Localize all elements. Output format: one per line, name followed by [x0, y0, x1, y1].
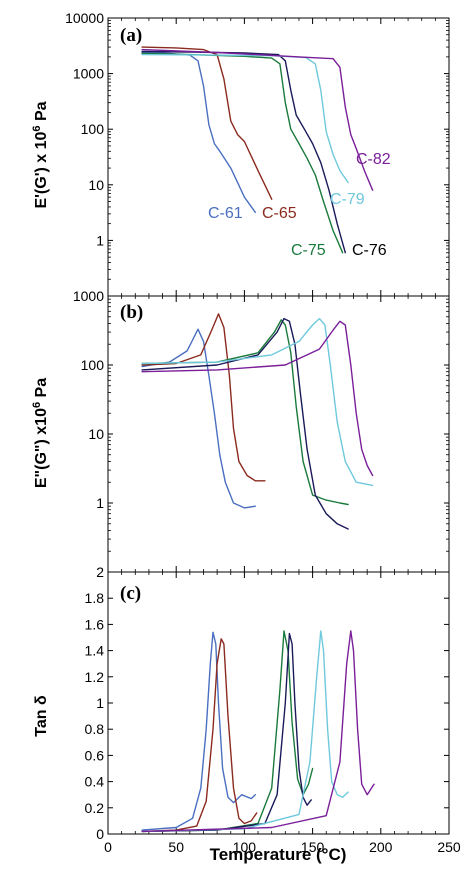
panel-a-series-c-65 [141, 46, 273, 200]
panel-b-series-c-79 [141, 317, 374, 487]
panel-c-tan-delta: Tan δ 0 0.2 0.4 0.6 0.8 1 1.2 1.4 1.6 1.8 2 (c) 0 5… [33, 564, 461, 864]
panel-b-curves [141, 313, 374, 530]
panel-b-axes: 1 10 100 1000 [73, 288, 450, 573]
panel-b-series-c-61 [141, 328, 256, 509]
panel-b-y-tick-label: 10 [88, 426, 104, 442]
panel-b-label: (b) [120, 302, 143, 323]
series-label-c65: C-65 [262, 205, 297, 222]
x-axis-label: Temperature (°C) [210, 845, 347, 864]
panel-c-series-c-76 [141, 632, 312, 833]
panel-a-series-c-75 [141, 52, 344, 254]
panel-c-y-tick-label: 1.6 [85, 616, 105, 632]
panel-a-y-tick-label: 1 [96, 232, 104, 248]
x-tick-label: 250 [437, 839, 461, 855]
panel-a-series-c-61 [141, 51, 256, 213]
panel-b-y-tick-label: 1000 [73, 288, 104, 304]
x-tick-label: 200 [369, 839, 393, 855]
panel-a-series-c-79 [141, 53, 349, 184]
series-label-c76: C-76 [352, 242, 387, 259]
series-label-c82: C-82 [356, 151, 391, 168]
panel-c-y-tick-label: 1.2 [85, 669, 105, 685]
series-label-c75: C-75 [291, 242, 326, 259]
panel-c-y-tick-label: 0.8 [85, 721, 105, 737]
panel-c-series-c-79 [141, 630, 349, 833]
panel-a-curves [141, 46, 374, 254]
panel-c-series-c-65 [141, 638, 258, 833]
panel-b-frame [107, 295, 450, 573]
x-tick-label: 150 [301, 839, 325, 855]
series-label-c79: C-79 [330, 191, 365, 208]
panel-b-series-c-65 [141, 313, 266, 482]
panel-a-y-tick-label: 10000 [65, 10, 104, 26]
panel-a-label: (a) [120, 25, 142, 46]
panel-c-y-tick-label: 1.4 [85, 643, 105, 659]
panel-c-y-tick-label: 1 [96, 695, 104, 711]
panel-c-series-c-61 [141, 631, 256, 831]
panel-a-series-c-76 [141, 50, 346, 254]
panel-c-y-tick-label: 1.8 [85, 590, 105, 606]
panel-b-y-axis-label: E"(G") x106 Pa [31, 378, 50, 488]
panel-a-series-c-82 [141, 48, 374, 191]
panel-c-y-tick-label: 0.2 [85, 800, 105, 816]
panel-b-series-c-82 [141, 320, 374, 477]
panel-b-y-tick-label: 1 [96, 495, 104, 511]
x-axis-ticks: 0 50 100 150 200 250 [104, 839, 461, 855]
panel-a-y-tick-label: 10 [88, 177, 104, 193]
panel-c-curves [141, 630, 375, 833]
panel-c-y-tick-label: 0 [96, 826, 104, 842]
panel-c-y-tick-label: 0.6 [85, 747, 105, 763]
panel-c-series-c-75 [141, 630, 314, 833]
panel-b-loss-modulus: E"(G") x106 Pa 1 10 100 1000 (b) [31, 288, 450, 573]
panel-c-series-c-82 [141, 630, 375, 833]
panel-c-axes: 0 0.2 0.4 0.6 0.8 1 1.2 1.4 1.6 1.8 2 [85, 564, 450, 842]
panel-a-y-axis-label: E'(G') x 106 Pa [31, 101, 50, 208]
panel-c-y-tick-label: 0.4 [85, 774, 105, 790]
panel-a-frame [107, 17, 450, 297]
series-label-c61: C-61 [208, 205, 243, 222]
panel-a-y-tick-label: 1000 [73, 66, 104, 82]
x-tick-label: 0 [104, 839, 112, 855]
panel-c-y-axis-label: Tan δ [33, 695, 50, 737]
panel-c-y-tick-label: 2 [96, 564, 104, 580]
panel-b-series-c-75 [141, 319, 349, 506]
x-tick-label: 50 [168, 839, 184, 855]
panel-b-y-tick-label: 100 [81, 357, 105, 373]
panel-a-storage-modulus: E'(G') x 106 Pa 1 10 100 1000 10000 (a) C-61… [31, 10, 450, 297]
panel-c-label: (c) [120, 583, 141, 604]
panel-a-y-tick-label: 100 [81, 121, 105, 137]
x-tick-label: 100 [233, 839, 257, 855]
